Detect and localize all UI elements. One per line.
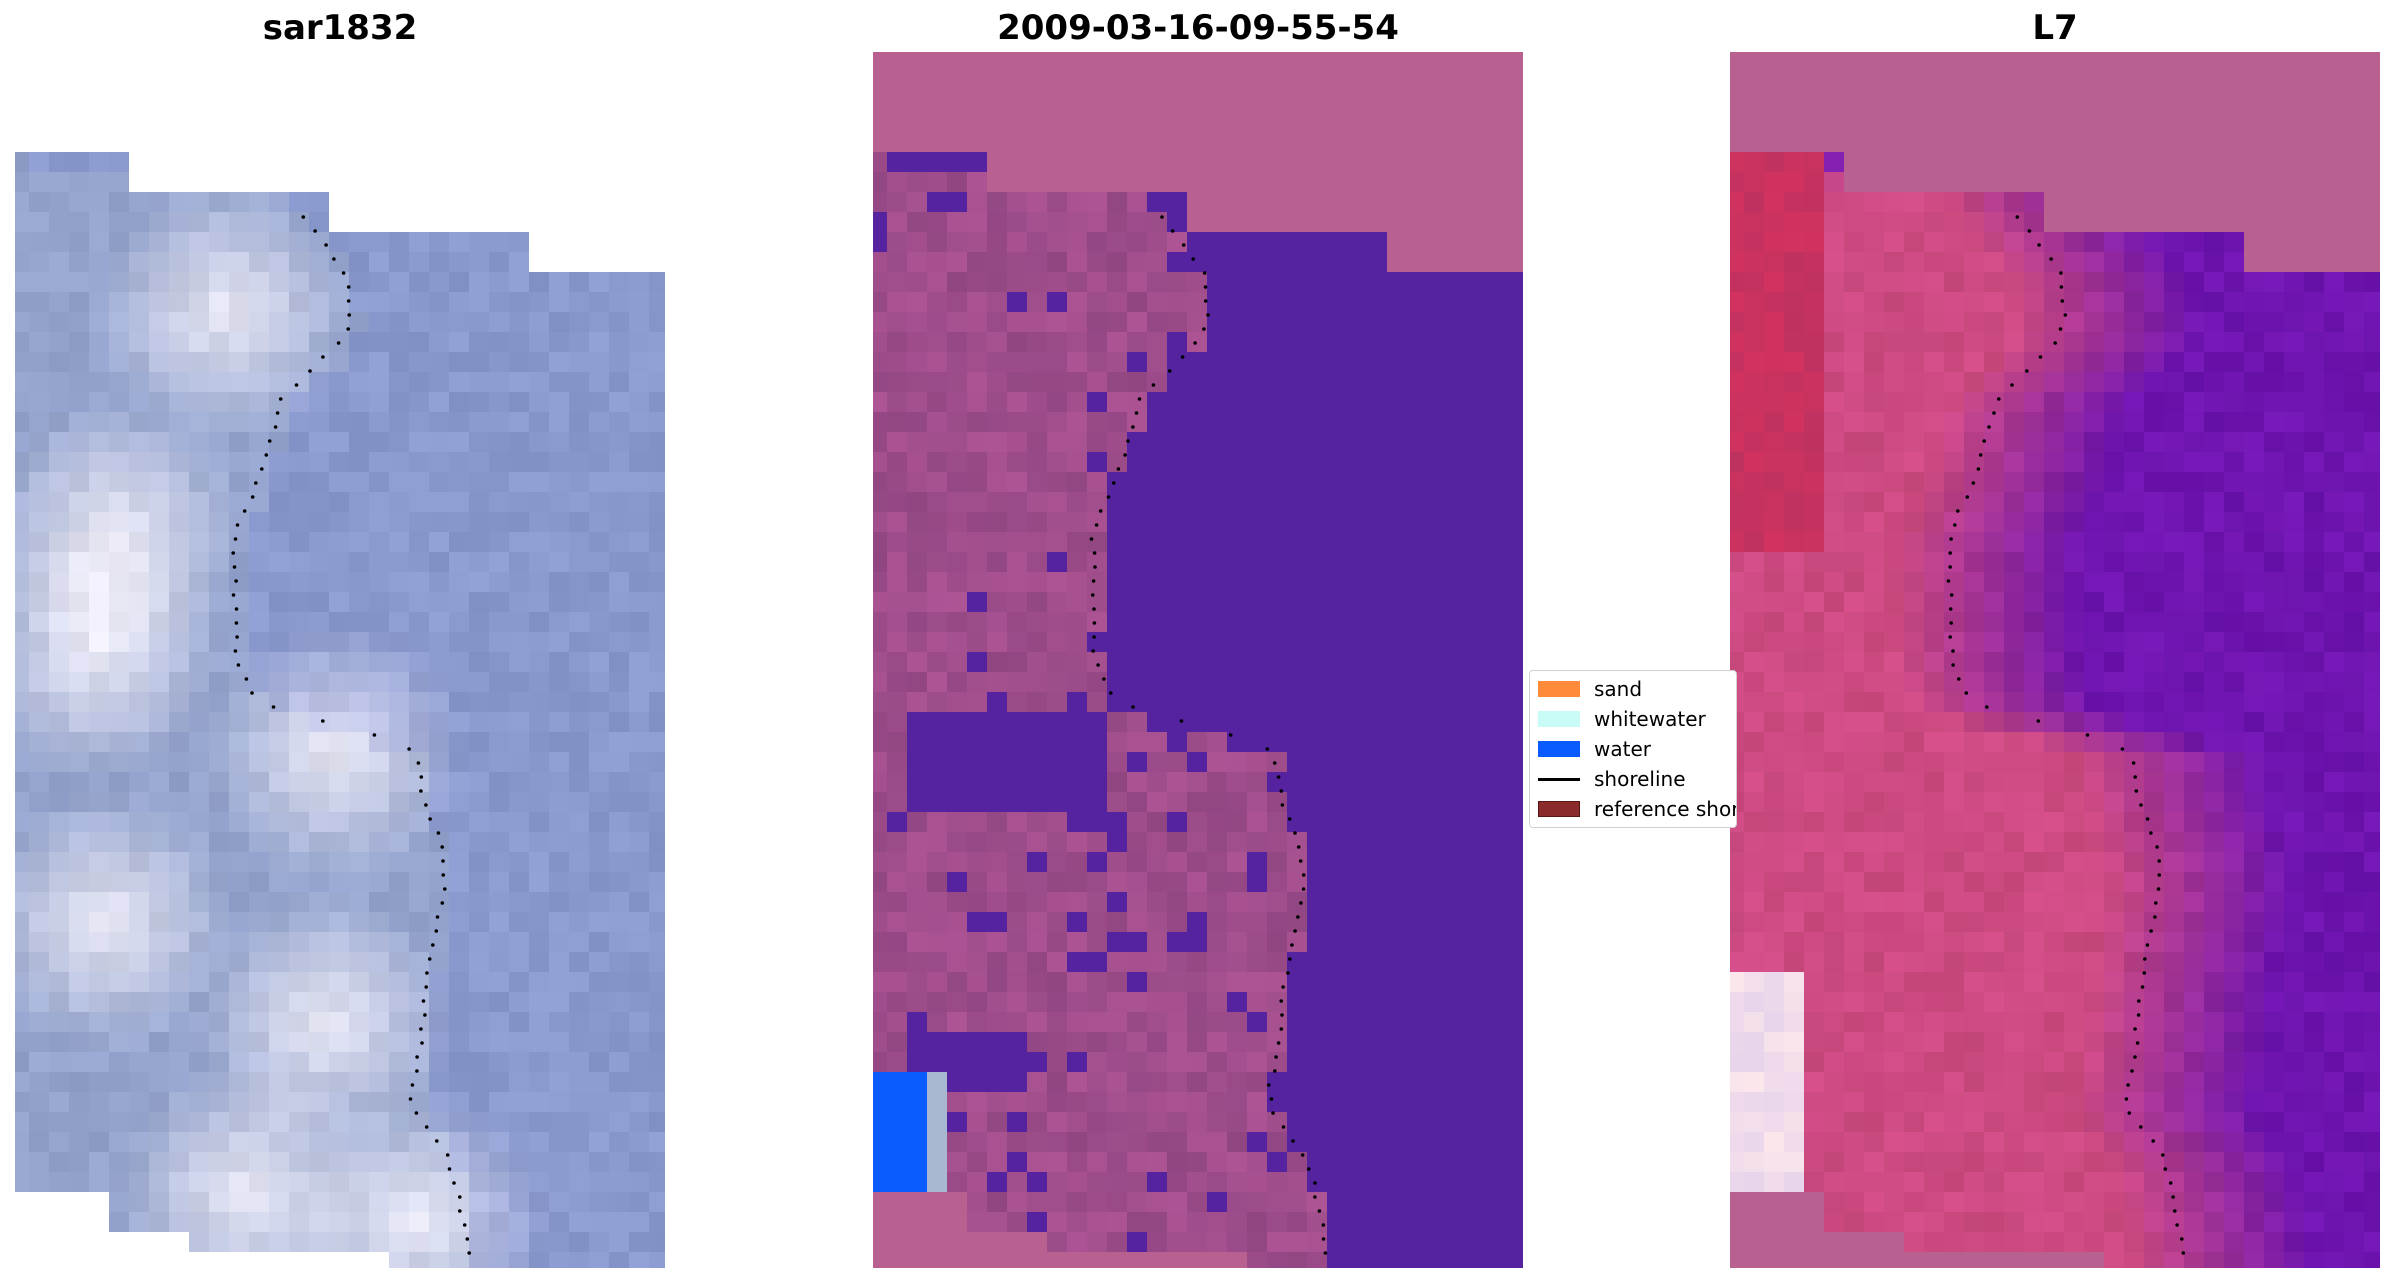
index-image-panel — [1730, 52, 2380, 1268]
sand-swatch — [1538, 681, 1580, 697]
panel-title-rgb: sar1832 — [262, 8, 418, 48]
legend-item-reference-shoreline: reference shoreline — [1538, 796, 1737, 822]
legend-item-sand: sand — [1538, 676, 1642, 702]
panel-title-classified: 2009-03-16-09-55-54 — [997, 8, 1399, 48]
legend: sand whitewater water shoreline referenc… — [1529, 670, 1737, 828]
reference-shoreline-swatch — [1538, 801, 1580, 817]
rgb-image-panel — [15, 52, 665, 1268]
panel-title-index: L7 — [2032, 8, 2078, 48]
index-image — [1730, 52, 2380, 1268]
classified-image — [873, 52, 1523, 1268]
legend-label-reference-shoreline: reference shoreline — [1594, 797, 1737, 821]
water-swatch — [1538, 741, 1580, 757]
legend-label-sand: sand — [1594, 677, 1643, 701]
legend-item-shoreline: shoreline — [1538, 766, 1686, 792]
legend-label-water: water — [1594, 737, 1651, 761]
shoreline-swatch — [1538, 777, 1580, 781]
legend-label-shoreline: shoreline — [1594, 767, 1686, 791]
legend-item-whitewater: whitewater — [1538, 706, 1706, 732]
whitewater-swatch — [1538, 711, 1580, 727]
classified-image-panel — [873, 52, 1523, 1268]
legend-item-water: water — [1538, 736, 1651, 762]
rgb-image — [15, 152, 665, 1268]
legend-label-whitewater: whitewater — [1594, 707, 1706, 731]
